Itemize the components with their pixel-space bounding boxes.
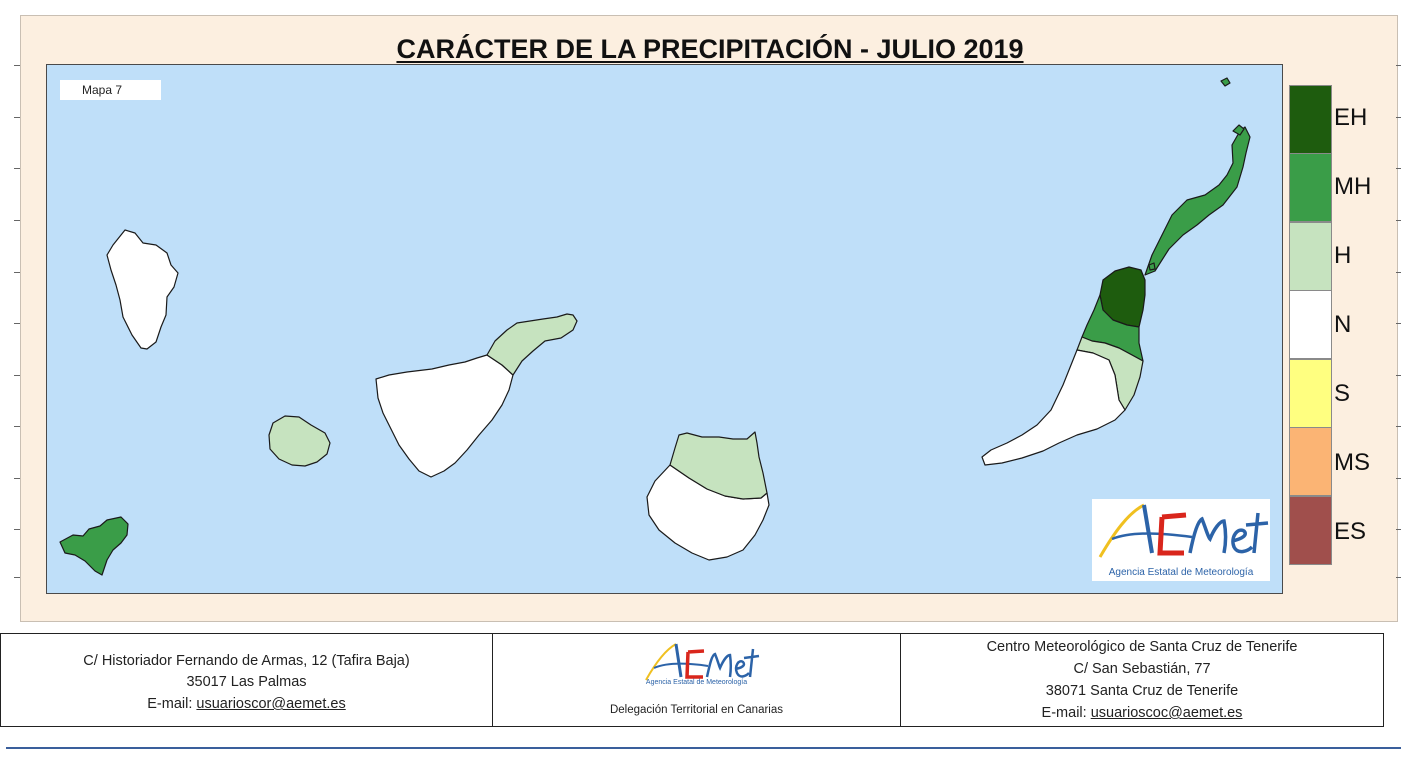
margin-tick: [1396, 220, 1401, 221]
footer-right-email-prefix: E-mail:: [1041, 705, 1091, 721]
margin-tick: [14, 478, 20, 479]
island-fuerteventura-south: [981, 349, 1126, 466]
margin-tick: [14, 375, 20, 376]
footer-logo-caption: Agencia Estatal de Meteorología: [645, 679, 748, 686]
footer-right-address: C/ San Sebastián, 77: [1073, 661, 1211, 677]
margin-tick: [14, 220, 20, 221]
island-el-hierro: [59, 516, 129, 576]
legend-label-n: N: [1334, 311, 1352, 338]
footer-right-email-line: E-mail: usuarioscoc@aemet.es: [901, 705, 1383, 721]
margin-tick: [1396, 65, 1401, 66]
margin-tick: [1396, 426, 1401, 427]
aemet-logo-mark: [1098, 503, 1269, 558]
map-tag: Mapa 7: [60, 80, 161, 100]
footer-right-center-name: Centro Meteorológico de Santa Cruz de Te…: [986, 639, 1298, 655]
footer-right-city: 38071 Santa Cruz de Tenerife: [1045, 683, 1239, 699]
footer-santa-cruz: Centro Meteorológico de Santa Cruz de Te…: [901, 634, 1383, 726]
footer-delegation-label: Delegación Territorial en Canarias: [609, 704, 784, 716]
margin-tick: [14, 323, 20, 324]
margin-tick: [1396, 272, 1401, 273]
island-tenerife-northeast: [486, 313, 578, 376]
margin-tick: [1396, 529, 1401, 530]
margin-tick: [14, 529, 20, 530]
legend-swatch-mh: [1289, 153, 1332, 222]
footer-left-email-prefix: E-mail:: [147, 696, 197, 712]
legend-swatch-ms: [1289, 427, 1332, 496]
island-alegranza: [1220, 77, 1231, 87]
margin-tick: [14, 426, 20, 427]
margin-tick: [14, 117, 20, 118]
legend-swatch-n: [1289, 290, 1332, 359]
legend-swatch-h: [1289, 222, 1332, 291]
footer-left-city: 35017 Las Palmas: [186, 674, 307, 690]
margin-tick: [1396, 323, 1401, 324]
island-gran-canaria-north: [669, 431, 768, 500]
footer-left-address: C/ Historiador Fernando de Armas, 12 (Ta…: [83, 653, 410, 669]
bottom-rule: [6, 747, 1401, 749]
margin-tick: [14, 168, 20, 169]
island-lanzarote-islet: [1232, 124, 1245, 136]
island-la-palma: [106, 229, 179, 350]
map-canvas: Mapa 7 Agencia Estatal de Meteorología: [46, 64, 1283, 594]
aemet-logo-caption: Agencia Estatal de Meteorología: [1108, 567, 1254, 578]
legend-swatch-es: [1289, 496, 1332, 565]
legend-label-es: ES: [1334, 518, 1367, 545]
legend-label-mh: MH: [1334, 173, 1372, 200]
margin-tick: [1396, 168, 1401, 169]
margin-tick: [1396, 117, 1401, 118]
island-lanzarote: [1144, 126, 1251, 276]
legend-swatch-s: [1289, 359, 1332, 428]
margin-tick: [14, 272, 20, 273]
aemet-logo: Agencia Estatal de Meteorología: [1092, 499, 1270, 581]
footer-right-email-link[interactable]: usuarioscoc@aemet.es: [1090, 705, 1243, 721]
legend-swatch-eh: [1289, 85, 1332, 154]
islands-map: [59, 77, 1251, 576]
footer-las-palmas: C/ Historiador Fernando de Armas, 12 (Ta…: [1, 634, 493, 726]
margin-tick: [14, 65, 20, 66]
legend-label-eh: EH: [1334, 104, 1368, 131]
map-title: CARÁCTER DE LA PRECIPITACIÓN - JULIO 201…: [396, 34, 1024, 64]
legend-label-ms: MS: [1334, 449, 1370, 476]
legend-label-s: S: [1334, 380, 1351, 407]
margin-tick: [1396, 478, 1401, 479]
legend-label-h: H: [1334, 242, 1352, 269]
footer-aemet-logo: [645, 643, 760, 681]
margin-tick: [1396, 375, 1401, 376]
footer-delegation: Agencia Estatal de Meteorología Delegaci…: [493, 634, 901, 726]
footer-left-email-line: E-mail: usuarioscor@aemet.es: [1, 696, 492, 712]
island-tenerife-south: [375, 354, 514, 478]
island-lobos: [1148, 262, 1156, 271]
margin-tick: [1396, 577, 1401, 578]
footer-left-email-link[interactable]: usuarioscor@aemet.es: [196, 696, 346, 712]
island-la-gomera: [268, 415, 331, 467]
footer: C/ Historiador Fernando de Armas, 12 (Ta…: [0, 633, 1384, 727]
margin-tick: [14, 577, 20, 578]
